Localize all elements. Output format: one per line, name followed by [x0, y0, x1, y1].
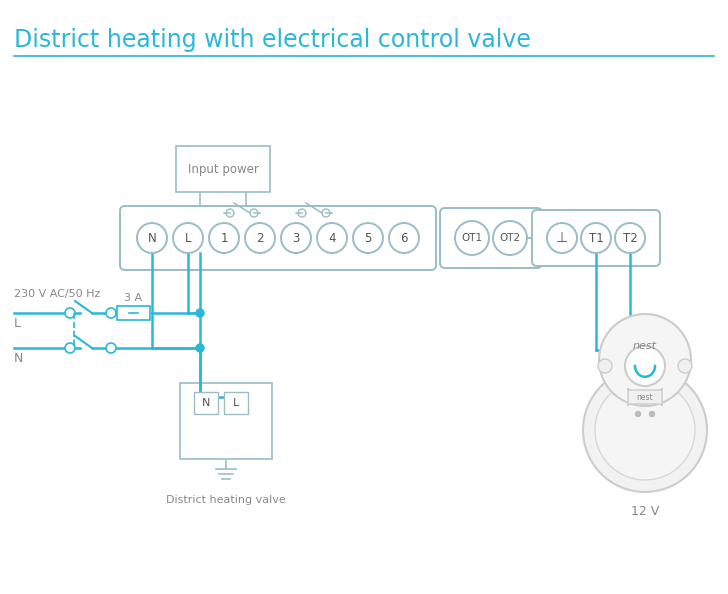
Circle shape	[196, 309, 204, 317]
Circle shape	[615, 223, 645, 253]
Text: 3: 3	[293, 232, 300, 245]
FancyBboxPatch shape	[224, 392, 248, 414]
FancyBboxPatch shape	[176, 146, 270, 192]
FancyBboxPatch shape	[532, 210, 660, 266]
Text: District heating with electrical control valve: District heating with electrical control…	[14, 28, 531, 52]
Text: nest: nest	[633, 341, 657, 351]
Circle shape	[106, 343, 116, 353]
Text: OT1: OT1	[462, 233, 483, 243]
Text: 1: 1	[221, 232, 228, 245]
Text: N: N	[14, 352, 23, 365]
Circle shape	[625, 346, 665, 386]
Circle shape	[595, 380, 695, 480]
Circle shape	[106, 308, 116, 318]
Circle shape	[281, 223, 311, 253]
FancyBboxPatch shape	[194, 392, 218, 414]
Text: 5: 5	[364, 232, 372, 245]
Text: N: N	[148, 232, 157, 245]
Text: L: L	[185, 232, 191, 245]
Circle shape	[65, 308, 75, 318]
Text: 3 A: 3 A	[124, 293, 143, 303]
Circle shape	[245, 223, 275, 253]
Text: 12 V: 12 V	[631, 505, 659, 518]
Text: 230 V AC/50 Hz: 230 V AC/50 Hz	[14, 289, 100, 299]
Text: L: L	[233, 398, 239, 408]
Circle shape	[599, 314, 691, 406]
Circle shape	[547, 223, 577, 253]
Text: 4: 4	[328, 232, 336, 245]
Circle shape	[317, 223, 347, 253]
Circle shape	[298, 209, 306, 217]
Circle shape	[636, 412, 641, 416]
Circle shape	[322, 209, 330, 217]
Text: OT2: OT2	[499, 233, 521, 243]
Circle shape	[65, 343, 75, 353]
Circle shape	[598, 359, 612, 373]
Circle shape	[649, 412, 654, 416]
Text: ⊥: ⊥	[556, 231, 568, 245]
Circle shape	[209, 223, 239, 253]
Circle shape	[455, 221, 489, 255]
FancyBboxPatch shape	[628, 388, 662, 406]
Text: T1: T1	[589, 232, 604, 245]
Text: T2: T2	[622, 232, 638, 245]
Circle shape	[581, 223, 611, 253]
FancyBboxPatch shape	[180, 383, 272, 459]
Text: 6: 6	[400, 232, 408, 245]
FancyBboxPatch shape	[440, 208, 542, 268]
Circle shape	[250, 209, 258, 217]
Circle shape	[678, 359, 692, 373]
Circle shape	[583, 368, 707, 492]
Circle shape	[226, 209, 234, 217]
Circle shape	[196, 344, 204, 352]
Text: District heating valve: District heating valve	[166, 495, 286, 505]
Text: N: N	[202, 398, 210, 408]
Text: nest: nest	[637, 393, 653, 402]
Text: L: L	[14, 317, 21, 330]
Text: 2: 2	[256, 232, 264, 245]
Circle shape	[173, 223, 203, 253]
Circle shape	[137, 223, 167, 253]
Circle shape	[389, 223, 419, 253]
Circle shape	[493, 221, 527, 255]
FancyBboxPatch shape	[120, 206, 436, 270]
FancyBboxPatch shape	[117, 306, 150, 320]
Text: Input power: Input power	[188, 163, 258, 175]
Circle shape	[353, 223, 383, 253]
